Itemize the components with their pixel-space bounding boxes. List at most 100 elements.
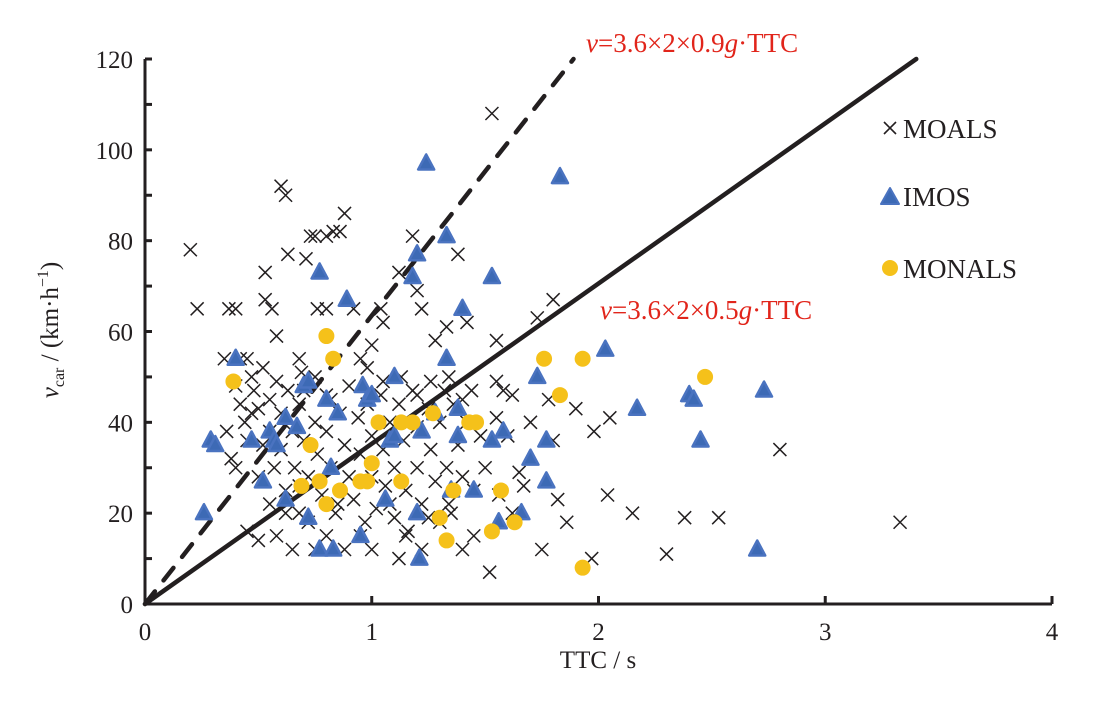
moals-point — [278, 188, 293, 203]
legend-label-imos: IMOS — [903, 182, 971, 212]
monals-point — [293, 477, 310, 494]
imos-point — [410, 548, 429, 566]
legend-item-moals: MOALS — [883, 114, 998, 144]
moals-point — [364, 338, 379, 353]
moals-point — [364, 428, 379, 443]
y-tick-label: 0 — [121, 592, 134, 619]
moals-point — [387, 460, 402, 475]
moals-point — [441, 497, 456, 512]
moals-point — [373, 301, 388, 316]
moals-point — [280, 383, 295, 398]
imos-point — [437, 225, 456, 244]
moals-point — [423, 442, 438, 457]
imos-point — [299, 371, 318, 389]
imos-point — [521, 448, 540, 466]
moals-point — [251, 533, 266, 548]
moals-point — [387, 510, 402, 525]
circle-marker-icon — [882, 260, 898, 276]
monals-point — [468, 414, 485, 431]
y-axis-title: vcar / (km·h−1) — [35, 262, 68, 399]
moals-point — [360, 360, 375, 375]
moals-point — [319, 229, 334, 244]
imos-point — [482, 430, 502, 448]
moals-point — [332, 224, 348, 239]
moals-point — [353, 447, 368, 462]
monals-point — [574, 350, 591, 367]
moals-point — [410, 460, 425, 475]
moals-point — [258, 292, 273, 307]
monals-point — [483, 523, 500, 540]
imos-point — [691, 430, 710, 448]
moals-point — [568, 401, 583, 416]
legend-item-monals: MONALS — [882, 254, 1017, 284]
imos-point — [464, 480, 484, 498]
legend-label-monals: MONALS — [903, 254, 1017, 284]
legend-item-imos: IMOS — [880, 182, 971, 212]
imos-point — [412, 421, 431, 439]
moals-point — [285, 542, 300, 557]
monals-point — [438, 532, 455, 549]
moals-point — [269, 329, 284, 344]
legend: MOALS IMOS MONALS — [880, 114, 1017, 284]
moals-point — [428, 333, 443, 348]
moals-point — [466, 528, 481, 543]
moals-point — [530, 310, 545, 325]
solid-label-var: v — [600, 295, 612, 325]
monals-point — [225, 373, 242, 390]
y-tick-label: 80 — [108, 229, 133, 256]
x-axis-title: TTC / s — [560, 647, 636, 674]
moals-point — [244, 406, 259, 421]
imos-point — [267, 434, 286, 453]
moals-point — [398, 528, 413, 543]
moals-point — [221, 301, 236, 316]
x-tick-label: 1 — [366, 619, 379, 646]
dashed-label-g: g — [725, 28, 739, 58]
moals-point — [298, 251, 314, 266]
imos-point — [407, 244, 427, 262]
y-axis-rest: / (km·h — [37, 287, 64, 368]
moals-point — [255, 360, 270, 375]
y-tick-label: 40 — [108, 410, 133, 437]
imos-point — [351, 525, 370, 544]
moals-point — [410, 388, 425, 403]
moals-point — [378, 478, 393, 493]
moals-point — [237, 415, 252, 430]
moals-point — [455, 469, 470, 484]
x-tick-label: 2 — [592, 619, 605, 646]
moals-point — [228, 460, 243, 475]
moals-point — [292, 397, 307, 412]
imos-point — [287, 416, 307, 435]
moals-point — [482, 565, 497, 580]
monals-point — [359, 473, 376, 490]
imos-point — [299, 507, 318, 525]
monals-point — [445, 482, 462, 499]
moals-point — [559, 515, 574, 530]
moals-point — [523, 415, 538, 430]
axes — [143, 57, 1054, 606]
monals-point — [424, 405, 441, 422]
moals-point — [183, 242, 198, 257]
moals-point — [441, 369, 456, 384]
imos-point — [385, 366, 404, 385]
moals-point — [353, 351, 368, 366]
moals-point — [269, 528, 284, 543]
moals-point — [262, 497, 277, 512]
moals-point — [274, 179, 289, 194]
moals-point — [391, 551, 406, 566]
moals-point — [602, 410, 617, 425]
x-tick-label: 4 — [1046, 619, 1059, 646]
moals-point — [219, 424, 234, 439]
imos-point — [482, 266, 502, 285]
moals-point — [437, 383, 452, 398]
monals-point — [404, 414, 421, 431]
moals-point — [224, 451, 239, 466]
moals-point — [287, 460, 302, 475]
moals-point — [893, 515, 908, 530]
monals-point — [506, 514, 523, 531]
monals-point — [363, 455, 380, 472]
moals-point — [439, 460, 454, 475]
y-tick-label: 120 — [96, 47, 134, 74]
data-points — [183, 106, 908, 580]
x-tick-label: 3 — [819, 619, 832, 646]
